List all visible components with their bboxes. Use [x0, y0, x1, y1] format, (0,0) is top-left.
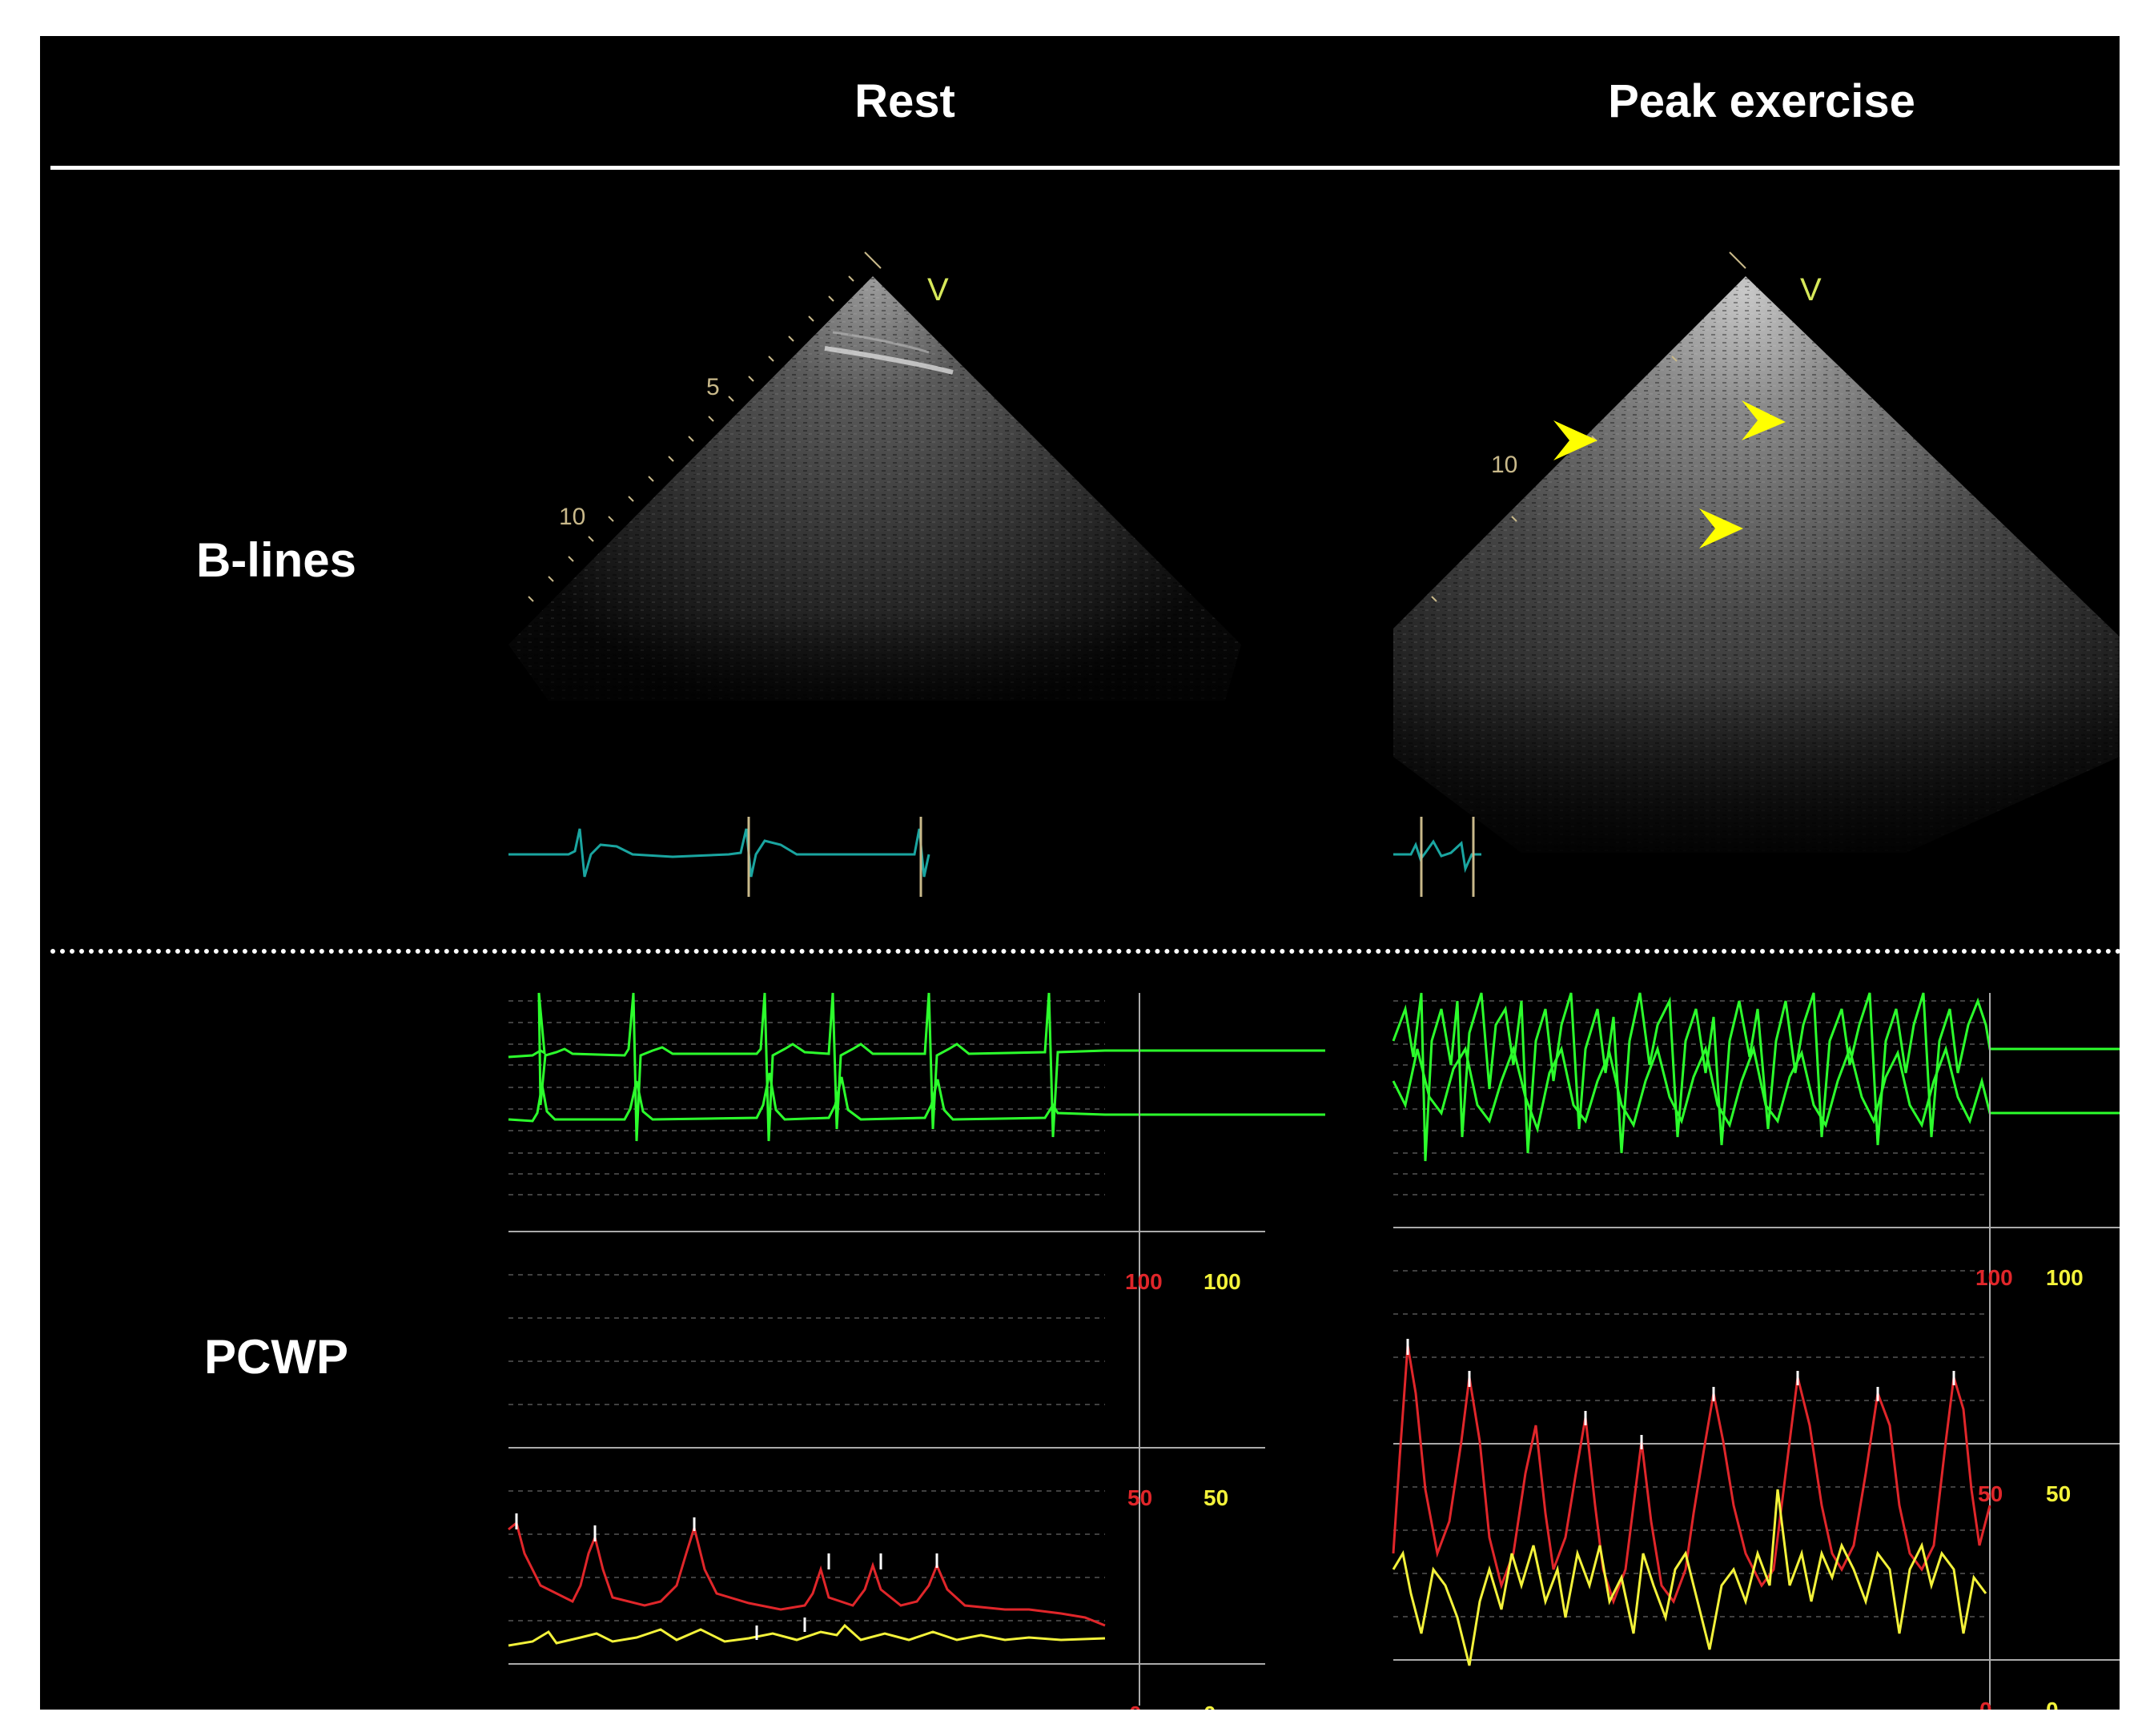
rest-scale-red-100: 100	[1125, 1269, 1163, 1294]
row-divider-dotted	[50, 949, 2120, 954]
peak-echo-ecg-trace	[1393, 839, 1481, 874]
peak-scale-yellow-0: 0	[2046, 1698, 2059, 1710]
arrowhead-icon	[1742, 400, 1786, 440]
figure-panel: Rest Peak exercise B-lines PCWP	[40, 36, 2120, 1710]
peak-depth-mark-10: 10	[1491, 452, 1517, 478]
row-label-pcwp: PCWP	[204, 1330, 348, 1384]
peak-v-marker: V	[1800, 272, 1822, 307]
echo-image-rest: 5 10 V 10 V	[508, 251, 2120, 897]
rest-depth-mark-10: 10	[559, 504, 585, 530]
rest-pressure-red-trace	[508, 1521, 1106, 1627]
pcwp-tracing-rest: 100 100 50 50 0 0	[508, 992, 1325, 1710]
rest-scale-yellow-0: 0	[1204, 1702, 1216, 1710]
peak-scale-yellow-50: 50	[2046, 1481, 2071, 1506]
row-label-b-lines: B-lines	[195, 533, 357, 587]
rest-depth-mark-5: 5	[706, 374, 720, 400]
b-line-arrowheads	[1553, 400, 1786, 549]
rest-v-marker: V	[927, 272, 949, 307]
peak-scale-red-100: 100	[1975, 1265, 2013, 1290]
rest-scale-red-50: 50	[1127, 1485, 1152, 1510]
peak-pressure-yellow-trace	[1392, 1489, 1987, 1666]
arrowhead-icon	[1553, 420, 1597, 460]
rest-ecg-lead-1	[508, 992, 1325, 1142]
peak-pressure-red-trace	[1392, 1344, 1991, 1605]
peak-scale-yellow-100: 100	[2046, 1265, 2084, 1290]
rest-pressure-yellow-trace	[508, 1623, 1106, 1647]
peak-scale-red-50: 50	[1978, 1481, 2003, 1506]
column-header-peak-exercise: Peak exercise	[1608, 75, 1915, 127]
column-header-rest: Rest	[854, 75, 955, 127]
rest-scale-yellow-100: 100	[1204, 1269, 1241, 1294]
arrowhead-icon	[1699, 508, 1743, 549]
rest-scale-yellow-50: 50	[1204, 1485, 1228, 1510]
peak-scale-red-0: 0	[1979, 1698, 1992, 1710]
header-divider	[50, 166, 2120, 170]
peak-ecg-lead-2	[1392, 1044, 2120, 1134]
pcwp-tracing-peak: 100 100 50 50 0 0	[1392, 992, 2120, 1710]
peak-ecg-lead-1	[1392, 992, 2120, 1162]
rest-echo-ecg-trace	[508, 828, 930, 878]
rest-ecg-lead-2	[508, 1072, 1325, 1123]
rest-scale-red-0: 0	[1129, 1702, 1142, 1710]
